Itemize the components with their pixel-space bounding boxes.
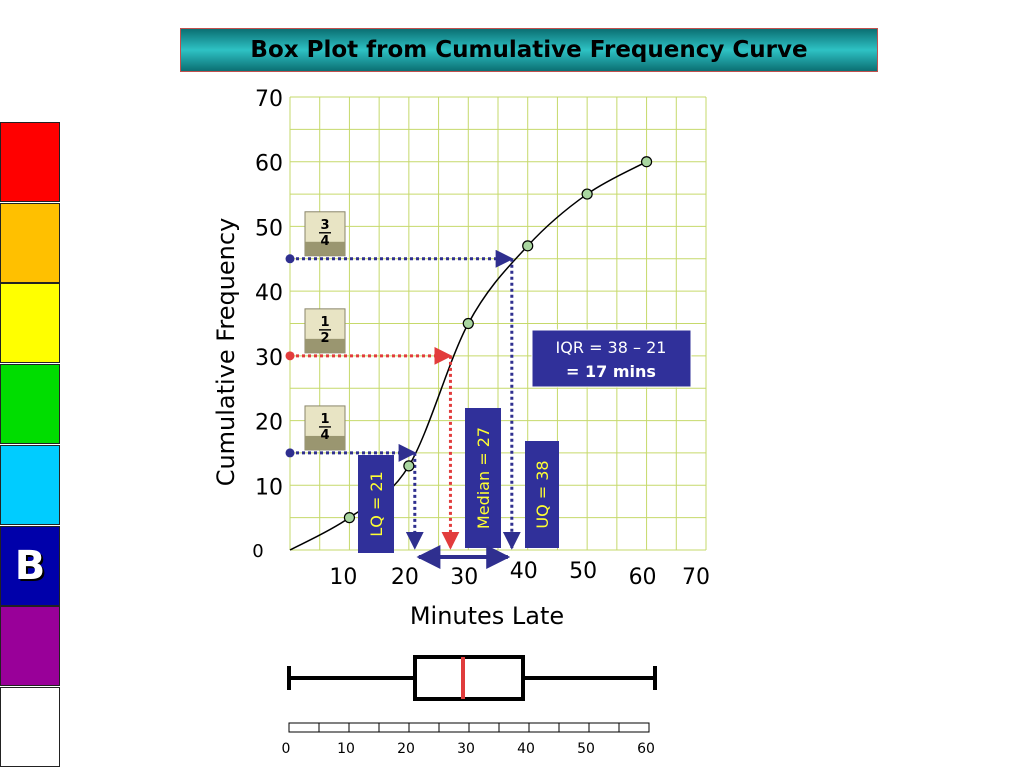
cumulative-frequency-curve — [289, 161, 647, 551]
boxplot-scale-label: 0 — [282, 741, 291, 757]
fraction-box-bg — [304, 211, 346, 257]
boxplot-scale-label: 50 — [577, 741, 595, 757]
color-strip-block — [0, 283, 60, 364]
quartile-start-dot — [285, 351, 295, 361]
quartile-label: LQ = 21 — [367, 471, 386, 536]
y-tick-label: 70 — [255, 87, 283, 112]
x-tick-label: 60 — [629, 565, 657, 590]
fraction-denominator: 4 — [320, 234, 329, 249]
fraction-box-shade — [305, 435, 345, 450]
color-strip-block — [0, 606, 60, 687]
title-banner: Box Plot from Cumulative Frequency Curve — [180, 28, 878, 72]
fraction-denominator: 4 — [320, 428, 329, 443]
boxplot-scale-label: 20 — [397, 741, 415, 757]
fraction-numerator: 3 — [320, 218, 329, 233]
fraction-denominator: 2 — [320, 331, 329, 346]
color-strip: B — [0, 122, 61, 768]
x-tick-label: 20 — [391, 565, 419, 590]
strip-letter: B — [14, 542, 46, 589]
fraction-box: 12 — [304, 308, 346, 354]
boxplot-scale-label: 40 — [517, 741, 535, 757]
x-tick-label: 30 — [450, 565, 478, 590]
x-tick-label: 50 — [569, 559, 597, 584]
y-axis-title: Cumulative Frequency — [212, 218, 240, 487]
quartile-start-dot — [285, 254, 295, 264]
quartile-start-dot — [285, 448, 295, 458]
data-point — [343, 512, 356, 524]
page-title: Box Plot from Cumulative Frequency Curve — [250, 37, 808, 63]
data-point — [403, 460, 415, 472]
data-point — [581, 188, 593, 200]
color-strip-block — [0, 122, 60, 202]
data-point — [462, 317, 474, 330]
y-tick-label: 10 — [255, 475, 283, 500]
color-strip-block — [0, 686, 60, 767]
quartile-label: Median = 27 — [474, 427, 493, 529]
boxplot-scale-label: 10 — [337, 741, 355, 757]
data-point — [640, 156, 653, 168]
y-tick-label: 20 — [255, 411, 283, 436]
y-tick-label: 50 — [255, 216, 283, 241]
strip-letter-block: B — [0, 525, 60, 606]
fraction-box: 34 — [304, 211, 346, 257]
quartile-label-box — [358, 455, 394, 553]
grid — [289, 96, 707, 551]
color-strip-block — [0, 364, 60, 445]
color-strip-block — [0, 444, 60, 525]
fraction-numerator: 1 — [320, 412, 329, 427]
y-tick-label: 40 — [255, 281, 283, 306]
fraction-numerator: 1 — [320, 315, 329, 330]
quartile-label: UQ = 38 — [533, 460, 552, 528]
boxplot-box — [413, 655, 525, 701]
fraction-box: 14 — [304, 405, 346, 451]
y-tick-label: 60 — [255, 152, 283, 177]
color-strip-block — [0, 202, 60, 283]
quartile-label-box — [525, 441, 559, 548]
x-axis-title: Minutes Late — [410, 602, 564, 630]
fraction-box-shade — [305, 241, 345, 256]
x-tick-label: 10 — [329, 565, 357, 590]
iqr-line-1: IQR = 38 – 21 — [556, 338, 667, 357]
fraction-box-bg — [304, 405, 346, 451]
fraction-box-shade — [305, 338, 345, 353]
data-point — [522, 240, 534, 252]
origin-label: 0 — [252, 541, 263, 562]
iqr-line-2: = 17 mins — [566, 362, 656, 381]
y-tick-label: 30 — [255, 346, 283, 371]
boxplot-scale-label: 30 — [457, 741, 475, 757]
boxplot-scale-bar — [288, 722, 650, 733]
boxplot-scale-label: 60 — [637, 741, 655, 757]
quartile-label-box — [465, 408, 501, 548]
fraction-box-bg — [304, 308, 346, 354]
x-tick-label: 40 — [510, 559, 538, 584]
iqr-box — [531, 329, 692, 388]
x-tick-label: 70 — [682, 565, 710, 590]
